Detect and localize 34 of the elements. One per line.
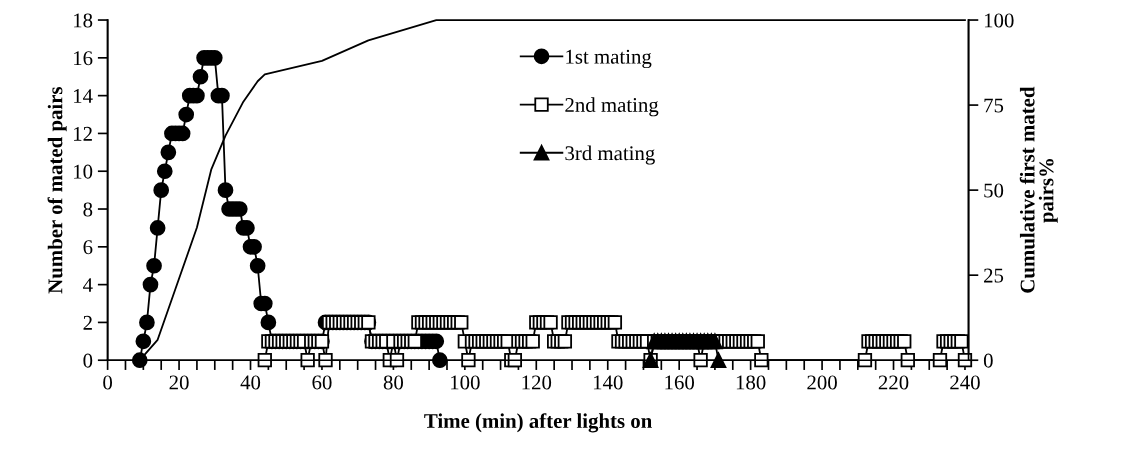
y-tick-label: 0 — [83, 353, 93, 368]
x-tick-label: 240 — [950, 375, 980, 390]
legend-label: 1st mating — [566, 49, 652, 69]
x-tick-label: 160 — [665, 375, 695, 390]
y2-tick-label: 0 — [983, 353, 993, 368]
legend-label: 3rd mating — [565, 145, 655, 165]
x-tick-label: 180 — [736, 375, 766, 390]
y-axis-title: Number of mated pairs — [47, 86, 67, 294]
y-tick-label: 10 — [74, 164, 93, 179]
x-tick-label: 120 — [522, 375, 552, 390]
y2-tick-label: 100 — [984, 13, 1014, 28]
x-tick-label: 0 — [103, 375, 113, 390]
x-axis-title: Time (min) after lights on — [424, 413, 652, 433]
y-tick-label: 16 — [74, 51, 93, 66]
y-tick-label: 8 — [83, 202, 93, 217]
y2-tick-label: 50 — [984, 183, 1004, 198]
x-tick-label: 40 — [240, 375, 261, 390]
y-tick-label: 14 — [74, 89, 93, 103]
y2-tick-label: 25 — [984, 268, 1004, 283]
y2-axis-title: Cumulative first mated pairs% — [1019, 86, 1058, 293]
y-tick-label: 18 — [74, 13, 93, 28]
y2-tick-label: 75 — [984, 98, 1004, 113]
legend-label: 2nd mating — [565, 97, 659, 117]
x-tick-label: 20 — [169, 375, 189, 390]
x-tick-label: 200 — [807, 375, 837, 390]
y-tick-label: 2 — [83, 315, 92, 330]
x-tick-label: 220 — [878, 375, 909, 390]
y-tick-label: 4 — [83, 278, 93, 292]
y-tick-label: 6 — [83, 240, 93, 255]
x-tick-label: 80 — [383, 375, 404, 390]
x-tick-label: 140 — [593, 375, 623, 390]
y-tick-label: 12 — [74, 126, 92, 141]
x-tick-label: 60 — [312, 375, 332, 390]
x-tick-label: 100 — [451, 375, 480, 390]
